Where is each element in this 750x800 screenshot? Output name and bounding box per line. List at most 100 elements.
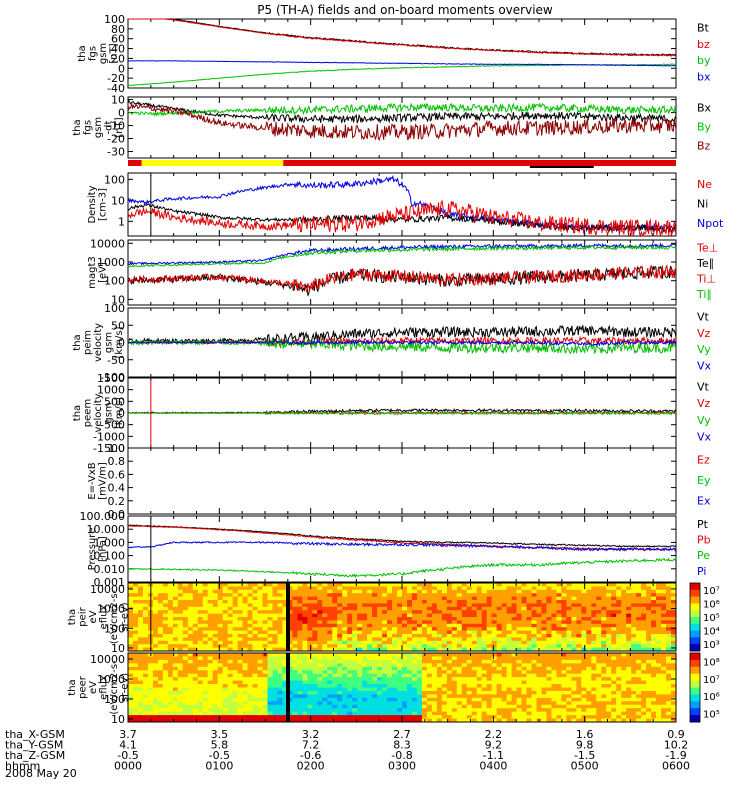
- x-row-value: 9.2: [485, 739, 503, 752]
- x-row-value: 4.1: [119, 739, 137, 752]
- y-axis-label: thapeimvelocitygsm[km/s]: [72, 323, 125, 362]
- panel-peir: 10³ 10⁴ 10⁵ 10⁶ 10⁷ 10 100 1000 10000thapeireVef…: [67, 582, 720, 655]
- colorbar-tick: 10⁸: [703, 658, 720, 669]
- y-tick-label: 0.6: [108, 468, 126, 481]
- panel-peim-vel: -100 -50 0 50 100 thapeimvelocitygsm[km/s] Vt V…: [72, 302, 712, 384]
- y-tick-label: 10.000: [87, 523, 126, 536]
- y-tick-label: 50: [111, 319, 125, 332]
- y-tick-label: 100: [104, 693, 125, 706]
- legend-Pt: Pt: [697, 518, 709, 531]
- spectrogram-peir: [128, 583, 677, 652]
- y-tick-label: 10: [111, 293, 125, 306]
- y-axis-label: thapeireVeflux(eV/cm2-s-sr-eV): [67, 589, 131, 644]
- series-bz: [128, 18, 677, 57]
- y-tick-label: 20: [111, 52, 125, 65]
- x-row-value: 1.6: [576, 728, 594, 741]
- x-row-value: 2.7: [393, 728, 411, 741]
- legend-Ey: Ey: [697, 474, 711, 487]
- legend-Vy: Vy: [697, 414, 711, 427]
- y-axis-label: E=-VxB[mV/m]: [87, 462, 109, 500]
- y-tick-label: 10: [111, 194, 125, 207]
- y-tick-label: 80: [111, 23, 125, 36]
- y-tick-label: 10000: [90, 237, 125, 250]
- x-row-value: 5.8: [211, 739, 229, 752]
- y-tick-label: 1500: [97, 372, 125, 385]
- y-tick-label: 100.000: [80, 510, 126, 523]
- y-tick-label: 1000: [97, 673, 125, 686]
- x-row-value: 10.2: [664, 739, 689, 752]
- status-segment: [141, 160, 284, 166]
- colorbar-tick: 10⁶: [703, 599, 720, 610]
- x-row-value: 3.5: [211, 728, 229, 741]
- y-tick-label: -10: [107, 120, 125, 133]
- series-Bx: [127, 99, 677, 125]
- legend-Npot: Npot: [697, 217, 724, 230]
- colorbar-tick: 10³: [703, 640, 720, 651]
- y-tick-label: -1000: [93, 430, 125, 443]
- y-tick-label: 0.0: [108, 508, 126, 521]
- y-tick-label: -20: [107, 133, 125, 146]
- legend-Pe: Pe: [697, 549, 710, 562]
- y-tick-label: -50: [107, 354, 125, 367]
- x-row-value: 7.2: [302, 739, 320, 752]
- series-Pe: [127, 557, 677, 579]
- series-Npot: [127, 174, 677, 233]
- status-segment: [283, 160, 676, 166]
- y-axis-label: thafgsgsm[nT]: [77, 43, 120, 64]
- x-row-value: -1.5: [574, 749, 595, 762]
- x-axis-labels: tha_X-GSM 3.7 3.5 3.2 2.7 2.2 1.6 0.9 tha_Y-GSM 4…: [5, 728, 690, 773]
- legend-Vx: Vx: [697, 431, 712, 444]
- y-tick-label: 0.4: [108, 482, 126, 495]
- x-row-value: -1.1: [483, 749, 504, 762]
- x-tick-label: 0200: [297, 760, 325, 773]
- legend-Ti∥: Ti∥: [696, 288, 712, 301]
- legend-Ne: Ne: [697, 178, 712, 191]
- legend-Pb: Pb: [697, 534, 711, 547]
- x-row-value: 9.8: [576, 739, 594, 752]
- legend-Te⊥: Te⊥: [696, 242, 718, 255]
- y-tick-label: 0.100: [94, 550, 126, 563]
- y-tick-label: 10000: [90, 653, 125, 666]
- series-Vy: [127, 411, 676, 416]
- y-tick-label: 1.000: [94, 536, 126, 549]
- date-label: 2008 May 20: [5, 767, 77, 780]
- colorbar-tick: 10⁷: [703, 586, 720, 597]
- legend-Ex: Ex: [697, 495, 711, 508]
- colorbar-peir: 10³ 10⁴ 10⁵ 10⁶ 10⁷: [689, 582, 720, 652]
- x-row-label: tha_Y-GSM: [5, 739, 63, 752]
- y-tick-label: -500: [100, 419, 125, 432]
- legend-Te∥: Te∥: [696, 257, 714, 270]
- panel-efield: 0.00.20.40.60.81.0 E=-VxB[mV/m] Ez Ey Ex: [87, 442, 711, 521]
- x-tick-label: 0500: [571, 760, 599, 773]
- series-Pt: [127, 524, 677, 548]
- series-Pb: [128, 525, 677, 551]
- y-tick-label: 100: [104, 13, 125, 26]
- y-tick-label: 100: [104, 275, 125, 288]
- x-row-value: 8.3: [393, 739, 411, 752]
- series-By: [127, 102, 677, 117]
- x-row-value: 3.7: [119, 728, 137, 741]
- x-tick-label: 0000: [114, 760, 142, 773]
- colorbar-tick: 10⁶: [703, 692, 720, 703]
- legend-Bx: Bx: [697, 101, 712, 114]
- y-tick-label: 10: [111, 713, 125, 726]
- y-tick-label: 500: [104, 395, 125, 408]
- x-row-value: -0.6: [300, 749, 321, 762]
- x-row-value: -0.8: [391, 749, 412, 762]
- x-row-label: tha_Z-GSM: [5, 749, 65, 762]
- legend-Vx: Vx: [697, 360, 712, 373]
- y-axis-label: magt3[eV]: [87, 256, 109, 289]
- series-Ni: [127, 203, 677, 234]
- y-tick-label: 100: [104, 173, 125, 186]
- series-Ne: [127, 199, 677, 238]
- y-tick-label: 1000: [97, 256, 125, 269]
- legend-Vt: Vt: [697, 381, 710, 394]
- legend-Bz: Bz: [697, 139, 711, 152]
- y-tick-label: 1000: [97, 384, 125, 397]
- y-tick-label: 10: [111, 94, 125, 107]
- panels: -40-20020406080100thafgsgsm[nT]Btbzbybx-…: [67, 13, 724, 726]
- legend-Bt: Bt: [697, 21, 710, 34]
